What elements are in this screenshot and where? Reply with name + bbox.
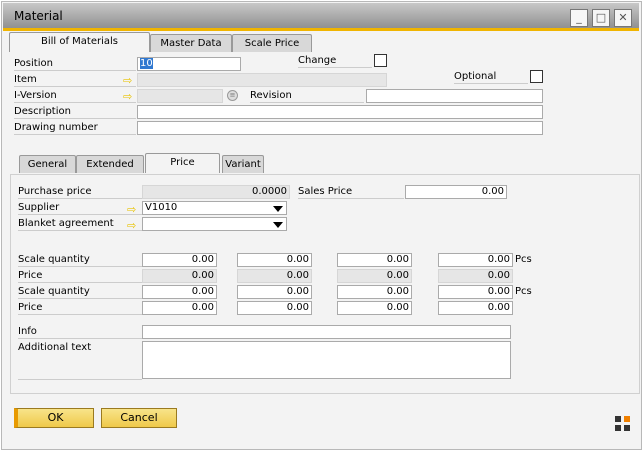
tab-scale-price[interactable]: Scale Price <box>232 34 312 52</box>
dropdown-icon[interactable] <box>273 222 283 228</box>
link-arrow-icon[interactable]: ⇨ <box>123 74 133 87</box>
supplier-value: V1010 <box>145 202 178 213</box>
tab-extended[interactable]: Extended <box>76 155 144 173</box>
grid-cell-input[interactable]: 0.00 <box>337 253 412 267</box>
grid-row-label: Scale quantity <box>18 285 142 299</box>
tab-master-data[interactable]: Master Data <box>150 34 232 52</box>
tab-price[interactable]: Price <box>145 153 220 173</box>
description-input[interactable] <box>137 105 543 119</box>
item-label: Item <box>14 73 136 87</box>
minimize-button[interactable]: _ <box>570 9 588 27</box>
grid-cell-input[interactable]: 0.00 <box>142 301 217 315</box>
change-checkbox[interactable] <box>374 54 387 67</box>
title-bar: Material _ □ ✕ <box>3 3 639 29</box>
iversion-input[interactable] <box>137 89 223 103</box>
grid-cell-input[interactable]: 0.00 <box>337 285 412 299</box>
position-input[interactable]: 10 <box>137 57 241 71</box>
additional-text-area[interactable] <box>142 341 511 379</box>
optional-checkbox[interactable] <box>530 70 543 83</box>
supplier-label: Supplier <box>18 201 142 215</box>
grid-cell-input[interactable]: 0.00 <box>237 301 312 315</box>
drawing-number-label: Drawing number <box>14 121 136 135</box>
accent-bar <box>3 28 639 31</box>
iversion-label: I-Version <box>14 89 136 103</box>
link-arrow-icon[interactable]: ⇨ <box>127 203 137 216</box>
tab-general[interactable]: General <box>19 155 76 173</box>
item-input[interactable] <box>137 73 387 87</box>
sales-price-input[interactable]: 0.00 <box>405 185 507 199</box>
optional-label: Optional <box>454 70 528 84</box>
window-title: Material <box>14 9 63 23</box>
info-label: Info <box>18 325 142 339</box>
dropdown-icon[interactable] <box>273 206 283 212</box>
grid-row-label: Price <box>18 301 142 315</box>
revision-label: Revision <box>250 89 364 103</box>
link-arrow-icon[interactable]: ⇨ <box>127 219 137 232</box>
link-arrow-icon[interactable]: ⇨ <box>123 90 133 103</box>
blanket-agreement-label: Blanket agreement <box>18 217 142 231</box>
drawing-number-input[interactable] <box>137 121 543 135</box>
blanket-agreement-select[interactable] <box>142 217 287 231</box>
grid-cell-input[interactable]: 0.00 <box>142 269 217 283</box>
purchase-price-label: Purchase price <box>18 185 142 199</box>
cancel-button[interactable]: Cancel <box>101 408 177 428</box>
grid-cell-input[interactable]: 0.00 <box>237 269 312 283</box>
grid-cell-input[interactable]: 0.00 <box>337 269 412 283</box>
grid-cell-input[interactable]: 0.00 <box>438 253 513 267</box>
grid-cell-input[interactable]: 0.00 <box>438 285 513 299</box>
grid-cell-input[interactable]: 0.00 <box>142 253 217 267</box>
purchase-price-input[interactable]: 0.0000 <box>142 185 290 199</box>
grid-row-label: Scale quantity <box>18 253 142 267</box>
maximize-button[interactable]: □ <box>592 9 610 27</box>
grid-cell-input[interactable]: 0.00 <box>142 285 217 299</box>
additional-text-label: Additional text <box>18 341 142 380</box>
info-input[interactable] <box>142 325 511 339</box>
sap-logo-icon <box>615 416 631 432</box>
position-label: Position <box>14 57 136 71</box>
close-button[interactable]: ✕ <box>614 9 632 27</box>
change-label: Change <box>298 54 372 68</box>
grid-cell-input[interactable]: 0.00 <box>438 269 513 283</box>
grid-cell-input[interactable]: 0.00 <box>237 253 312 267</box>
supplier-select[interactable]: V1010 <box>142 201 287 215</box>
position-value: 10 <box>140 58 153 69</box>
unit-label: Pcs <box>515 286 532 297</box>
description-label: Description <box>14 105 136 119</box>
tab-variant[interactable]: Variant <box>222 155 264 173</box>
list-icon[interactable]: ≡ <box>227 90 238 101</box>
grid-cell-input[interactable]: 0.00 <box>337 301 412 315</box>
revision-input[interactable] <box>366 89 543 103</box>
tab-bill-of-materials[interactable]: Bill of Materials <box>9 32 150 52</box>
unit-label: Pcs <box>515 254 532 265</box>
grid-cell-input[interactable]: 0.00 <box>438 301 513 315</box>
grid-cell-input[interactable]: 0.00 <box>237 285 312 299</box>
price-panel <box>10 174 640 394</box>
sales-price-label: Sales Price <box>298 185 404 199</box>
grid-row-label: Price <box>18 269 142 283</box>
ok-button[interactable]: OK <box>14 408 94 428</box>
